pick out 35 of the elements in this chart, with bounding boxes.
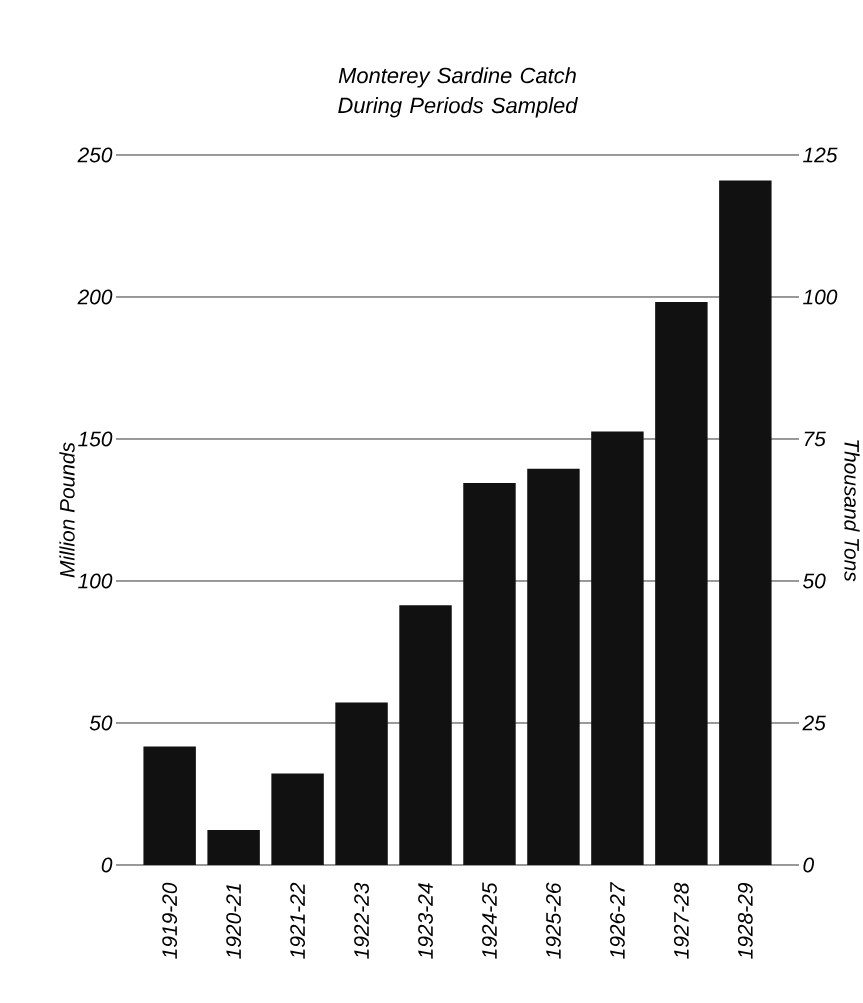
y2-tick-label: 50 bbox=[803, 573, 826, 589]
y-tick-label: 0 bbox=[101, 857, 113, 873]
y-axis-title: Million Pounds bbox=[59, 442, 75, 578]
bar bbox=[143, 746, 196, 865]
x-tick-label: 1923-24 bbox=[418, 883, 433, 959]
y-tick-label: 100 bbox=[78, 573, 113, 589]
bar bbox=[591, 431, 644, 865]
y2-tick-label: 25 bbox=[802, 715, 826, 731]
y-tick-label: 150 bbox=[78, 431, 113, 447]
bar bbox=[399, 605, 452, 865]
y2-axis-title: Thousand Tons bbox=[844, 440, 860, 582]
x-tick-label: 1926-27 bbox=[610, 881, 625, 959]
bar bbox=[335, 702, 388, 865]
bar bbox=[271, 773, 324, 865]
y2-tick-label: 75 bbox=[804, 431, 826, 447]
y2-tick-label: 125 bbox=[803, 147, 838, 163]
x-tick-label: 1927-28 bbox=[673, 882, 689, 959]
x-tick-label: 1922-23 bbox=[354, 882, 369, 959]
bar bbox=[463, 483, 516, 865]
x-tick-label: 1919-20 bbox=[162, 882, 178, 959]
bar bbox=[719, 180, 772, 865]
x-tick-label: 1925-26 bbox=[546, 882, 561, 959]
y-tick-label: 50 bbox=[89, 715, 113, 731]
bar bbox=[527, 468, 580, 865]
bar bbox=[655, 302, 708, 865]
x-tick-label: 1928-29 bbox=[737, 882, 753, 959]
x-tick-label: 1920-21 bbox=[226, 884, 242, 959]
y2-tick-label: 100 bbox=[803, 289, 838, 305]
bar bbox=[207, 830, 260, 865]
x-tick-label: 1924-25 bbox=[482, 882, 497, 959]
y-tick-label: 200 bbox=[77, 289, 113, 305]
y2-tick-label: 0 bbox=[803, 857, 815, 873]
x-tick-label: 1921-22 bbox=[290, 882, 306, 959]
chart-title: Monterey Sardine Catch During Periods Sampled bbox=[338, 67, 579, 118]
y-tick-label: 250 bbox=[77, 147, 113, 163]
